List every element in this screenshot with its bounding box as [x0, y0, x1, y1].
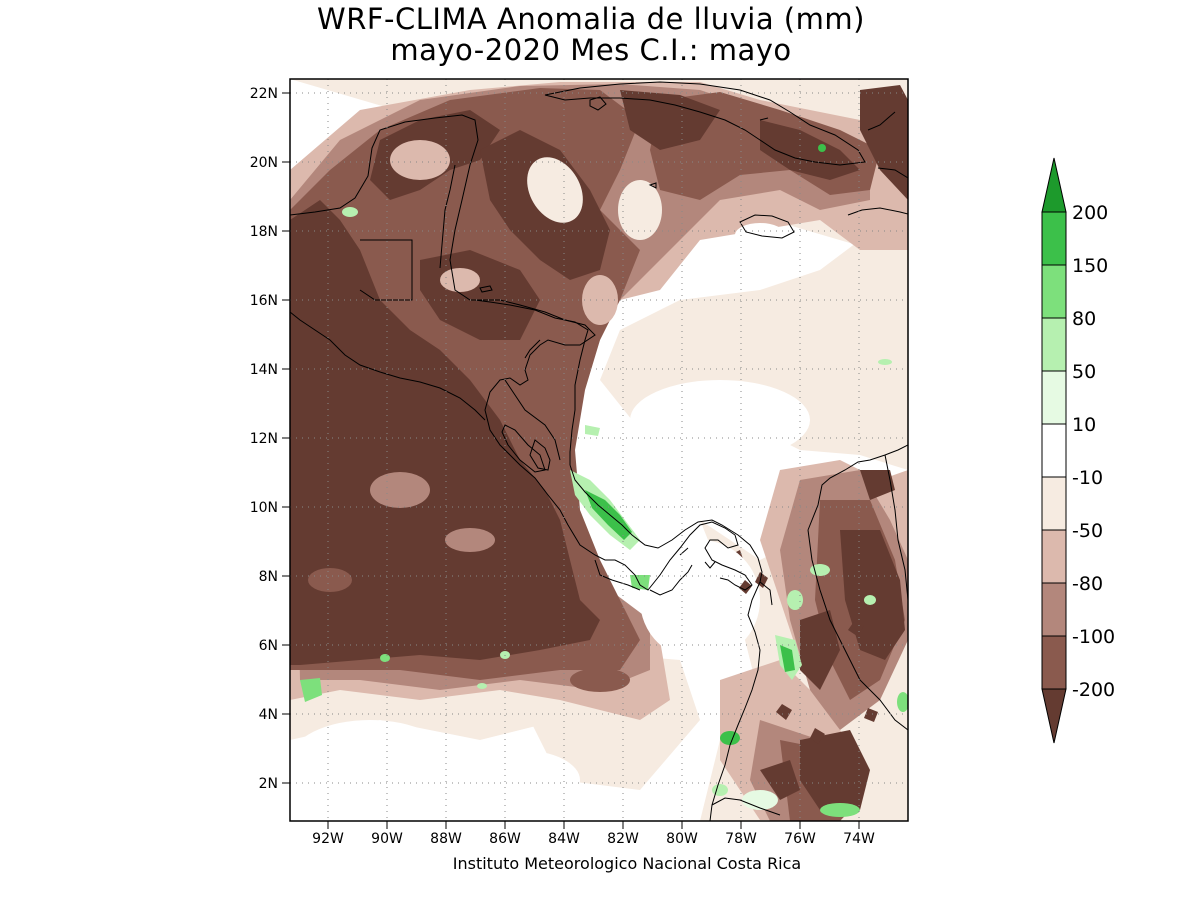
lat-lon-grid	[290, 79, 908, 821]
lat-label: 8N	[259, 569, 278, 585]
colorbar-swatch	[1041, 211, 1067, 266]
colorbar-label: -80	[1072, 573, 1103, 595]
lat-label: 14N	[250, 362, 278, 378]
colorbar-label: 50	[1072, 361, 1096, 383]
colorbar-swatch	[1041, 529, 1067, 584]
lat-label: 18N	[250, 224, 278, 240]
colorbar-swatch	[1041, 317, 1067, 372]
rainfall-anomaly-field	[290, 79, 908, 821]
map-title: WRF-CLIMA Anomalia de lluvia (mm) mayo-2…	[0, 4, 1182, 66]
lon-label: 74W	[843, 831, 875, 847]
lon-label: 86W	[489, 831, 521, 847]
colorbar-swatch	[1041, 476, 1067, 531]
colorbar-swatch	[1041, 370, 1067, 425]
lat-label: 12N	[250, 431, 278, 447]
colorbar-label: 150	[1072, 255, 1108, 277]
colorbar-label: 80	[1072, 308, 1096, 330]
colorbar-label: -10	[1072, 467, 1103, 489]
colorbar-top-arrow	[1041, 157, 1067, 213]
colorbar-label: 10	[1072, 414, 1096, 436]
colorbar-label: -200	[1072, 679, 1115, 701]
credit-text: Instituto Meteorologico Nacional Costa R…	[453, 854, 801, 873]
lat-label: 20N	[250, 155, 278, 171]
lon-label: 78W	[725, 831, 757, 847]
lat-label: 22N	[250, 86, 278, 102]
colorbar-label: -50	[1072, 520, 1103, 542]
longitude-labels: 92W 90W 88W 86W 84W 82W 80W 78W 76W 74W	[312, 831, 875, 847]
lon-label: 92W	[312, 831, 344, 847]
pale-patches	[290, 140, 810, 810]
colorbar-label: -100	[1072, 626, 1115, 648]
axis-ticks	[282, 92, 860, 829]
strong-dry-areas	[290, 85, 908, 810]
title-line-1: WRF-CLIMA Anomalia de lluvia (mm)	[317, 2, 865, 36]
lon-label: 76W	[784, 831, 816, 847]
lon-label: 82W	[607, 831, 639, 847]
colorbar-label: 200	[1072, 202, 1108, 224]
lon-label: 84W	[548, 831, 580, 847]
lat-label: 6N	[259, 638, 278, 654]
colorbar: 200 150 80 50 10 -10 -50 -80 -100 -200	[1041, 157, 1115, 744]
colorbar-bottom-arrow	[1041, 688, 1067, 744]
latitude-labels: 22N 20N 18N 16N 14N 12N 10N 8N 6N 4N 2N	[250, 86, 278, 792]
lon-label: 90W	[371, 831, 403, 847]
colorbar-swatch	[1041, 423, 1067, 478]
colorbar-swatch	[1041, 582, 1067, 637]
colorbar-swatch	[1041, 264, 1067, 319]
lon-label: 88W	[430, 831, 462, 847]
map-frame	[289, 78, 909, 822]
lat-label: 4N	[259, 707, 278, 723]
lat-label: 16N	[250, 293, 278, 309]
lat-label: 2N	[259, 776, 278, 792]
lat-label: 10N	[250, 500, 278, 516]
title-line-2: mayo-2020 Mes C.I.: mayo	[390, 33, 792, 67]
colorbar-swatch	[1041, 635, 1067, 690]
lon-label: 80W	[666, 831, 698, 847]
